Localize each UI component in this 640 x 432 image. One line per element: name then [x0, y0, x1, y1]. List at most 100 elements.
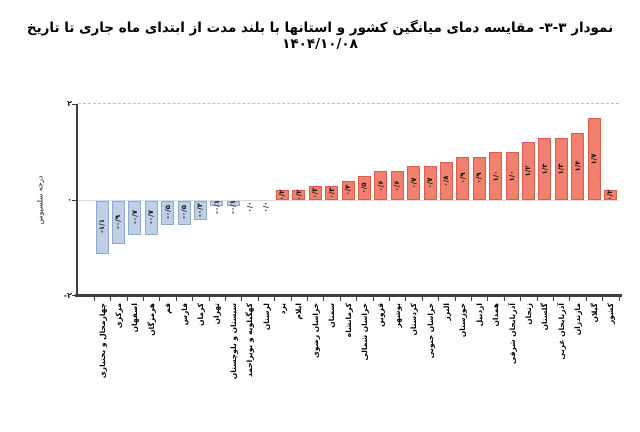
x-axis-label: زنجان [523, 303, 533, 325]
x-tick-mark [372, 297, 374, 301]
bar-positive [341, 180, 355, 200]
bar-negative [111, 201, 125, 245]
bar-value-label: ۰/۰ [262, 201, 270, 213]
y-axis-line [76, 104, 78, 296]
x-axis-label: اصفهان [130, 303, 140, 333]
bar-positive [505, 152, 519, 200]
bar-negative [193, 201, 207, 221]
x-tick-mark [225, 297, 226, 301]
bar-value-label: ۱/۳ [540, 163, 549, 175]
x-axis-label: گلستان [540, 303, 550, 331]
x-axis-label: آذربایجان شرقی [507, 303, 517, 364]
y-axis-tick-label-0: ۰ [67, 195, 72, 204]
bar-value-label: -۰/۱ [212, 199, 221, 215]
y-axis-tick-label-2: ۲ [67, 99, 72, 108]
x-axis-label: هرمزگان [146, 303, 156, 336]
bar-value-label: ۱/۲ [524, 165, 533, 177]
bar-positive [374, 171, 388, 200]
y-tick-mark [72, 104, 76, 105]
x-tick-mark [536, 297, 538, 301]
bar-value-label: -۰/۷ [147, 209, 156, 224]
x-axis-label: مرکزی [113, 303, 123, 329]
x-axis-label: لرستان [261, 303, 271, 331]
x-axis-label: چهارمحال و بختیاری [97, 303, 107, 379]
bar-value-label: ۰/۴ [344, 184, 352, 196]
bar-value-label: -۰/۹ [114, 214, 123, 229]
bar-positive [521, 142, 535, 200]
x-tick-mark [323, 297, 325, 301]
bar-negative [128, 201, 142, 235]
bar-value-label: -۰/۴ [196, 202, 205, 217]
bar-positive [308, 185, 322, 200]
bar-value-label: ۰/۰ [245, 201, 254, 213]
y-axis-tick-label-neg2: -۲ [63, 291, 72, 300]
x-axis-label: کرمانشاه [343, 303, 353, 338]
x-tick-mark [438, 297, 440, 301]
x-axis-label: خراسان رضوی [310, 303, 320, 358]
bar-value-label: ۱/۷ [590, 153, 598, 165]
bar-value-label: -۱/۱ [98, 219, 106, 234]
bar-positive [456, 156, 470, 200]
bar-value-label: ۰/۵ [360, 182, 369, 194]
chart-title: نمودار ۳-۳- مقایسه دمای میانگین کشور و ا… [26, 20, 614, 52]
x-tick-mark [503, 297, 505, 301]
x-axis-label: همدان [491, 303, 501, 327]
bar-negative [177, 201, 191, 225]
bar-positive [325, 185, 339, 200]
x-tick-mark [520, 297, 522, 301]
x-tick-mark [356, 297, 358, 301]
bar-value-label: ۱/۳ [557, 163, 566, 175]
x-axis-label: کردستان [409, 303, 419, 336]
x-tick-mark [290, 297, 292, 301]
x-axis-label: تهران [212, 303, 222, 325]
bar-value-label: ۰/۹ [458, 172, 467, 184]
x-axis-label: کشور [605, 303, 615, 325]
bar-positive [489, 152, 503, 200]
x-tick-mark [93, 297, 95, 301]
x-axis-label: فارس [179, 303, 189, 326]
x-tick-mark [175, 297, 177, 301]
bar-positive [571, 132, 585, 200]
x-axis-label: کهگیلویه و بویراحمد [245, 303, 255, 378]
bar-positive [538, 137, 552, 200]
bar-value-label: ۰/۶ [393, 180, 402, 192]
x-tick-mark [110, 297, 112, 301]
x-tick-mark [421, 297, 423, 301]
bar-value-label: ۰/۹ [475, 172, 484, 184]
bar-negative [161, 201, 175, 225]
bar-value-label: ۰/۶ [376, 180, 385, 192]
bar-value-label: -۰/۵ [180, 204, 188, 220]
x-axis-label: خراسان جنوبی [425, 303, 435, 359]
x-tick-mark [126, 297, 128, 301]
bar-value-label: ۰/۳ [311, 187, 320, 199]
bar-positive [292, 190, 306, 200]
x-tick-mark [143, 297, 144, 301]
bar-positive [472, 156, 486, 200]
top-dashed-gridline [78, 103, 619, 104]
x-tick-mark [208, 297, 210, 301]
bar-value-label: ۰/۲ [606, 189, 615, 201]
bar-positive [275, 190, 289, 200]
x-axis-label: گیلان [589, 303, 599, 323]
x-axis-label: خوزستان [458, 303, 468, 338]
bar-value-label: -۰/۷ [130, 209, 139, 224]
bar-value-label: -۰/۵ [163, 204, 172, 220]
x-tick-mark [192, 297, 194, 301]
bar-value-label: ۰/۷ [426, 177, 434, 189]
bar-value-label: ۱/۴ [573, 160, 582, 172]
bar-positive [587, 118, 601, 200]
x-axis-label: البرز [441, 303, 451, 321]
bar-value-label: -۰/۱ [229, 199, 238, 215]
x-tick-mark [553, 297, 554, 301]
bar-value-label: ۰/۲ [278, 189, 287, 201]
x-tick-mark [389, 297, 390, 301]
bar-negative [144, 201, 158, 235]
y-axis-title: درجه سلسیوس [35, 175, 45, 225]
zero-gridline [78, 200, 619, 201]
x-axis-label: سمنان [327, 303, 337, 328]
bar-value-label: ۰/۸ [442, 175, 451, 187]
x-tick-mark [307, 297, 308, 301]
bar-negative [210, 201, 224, 206]
